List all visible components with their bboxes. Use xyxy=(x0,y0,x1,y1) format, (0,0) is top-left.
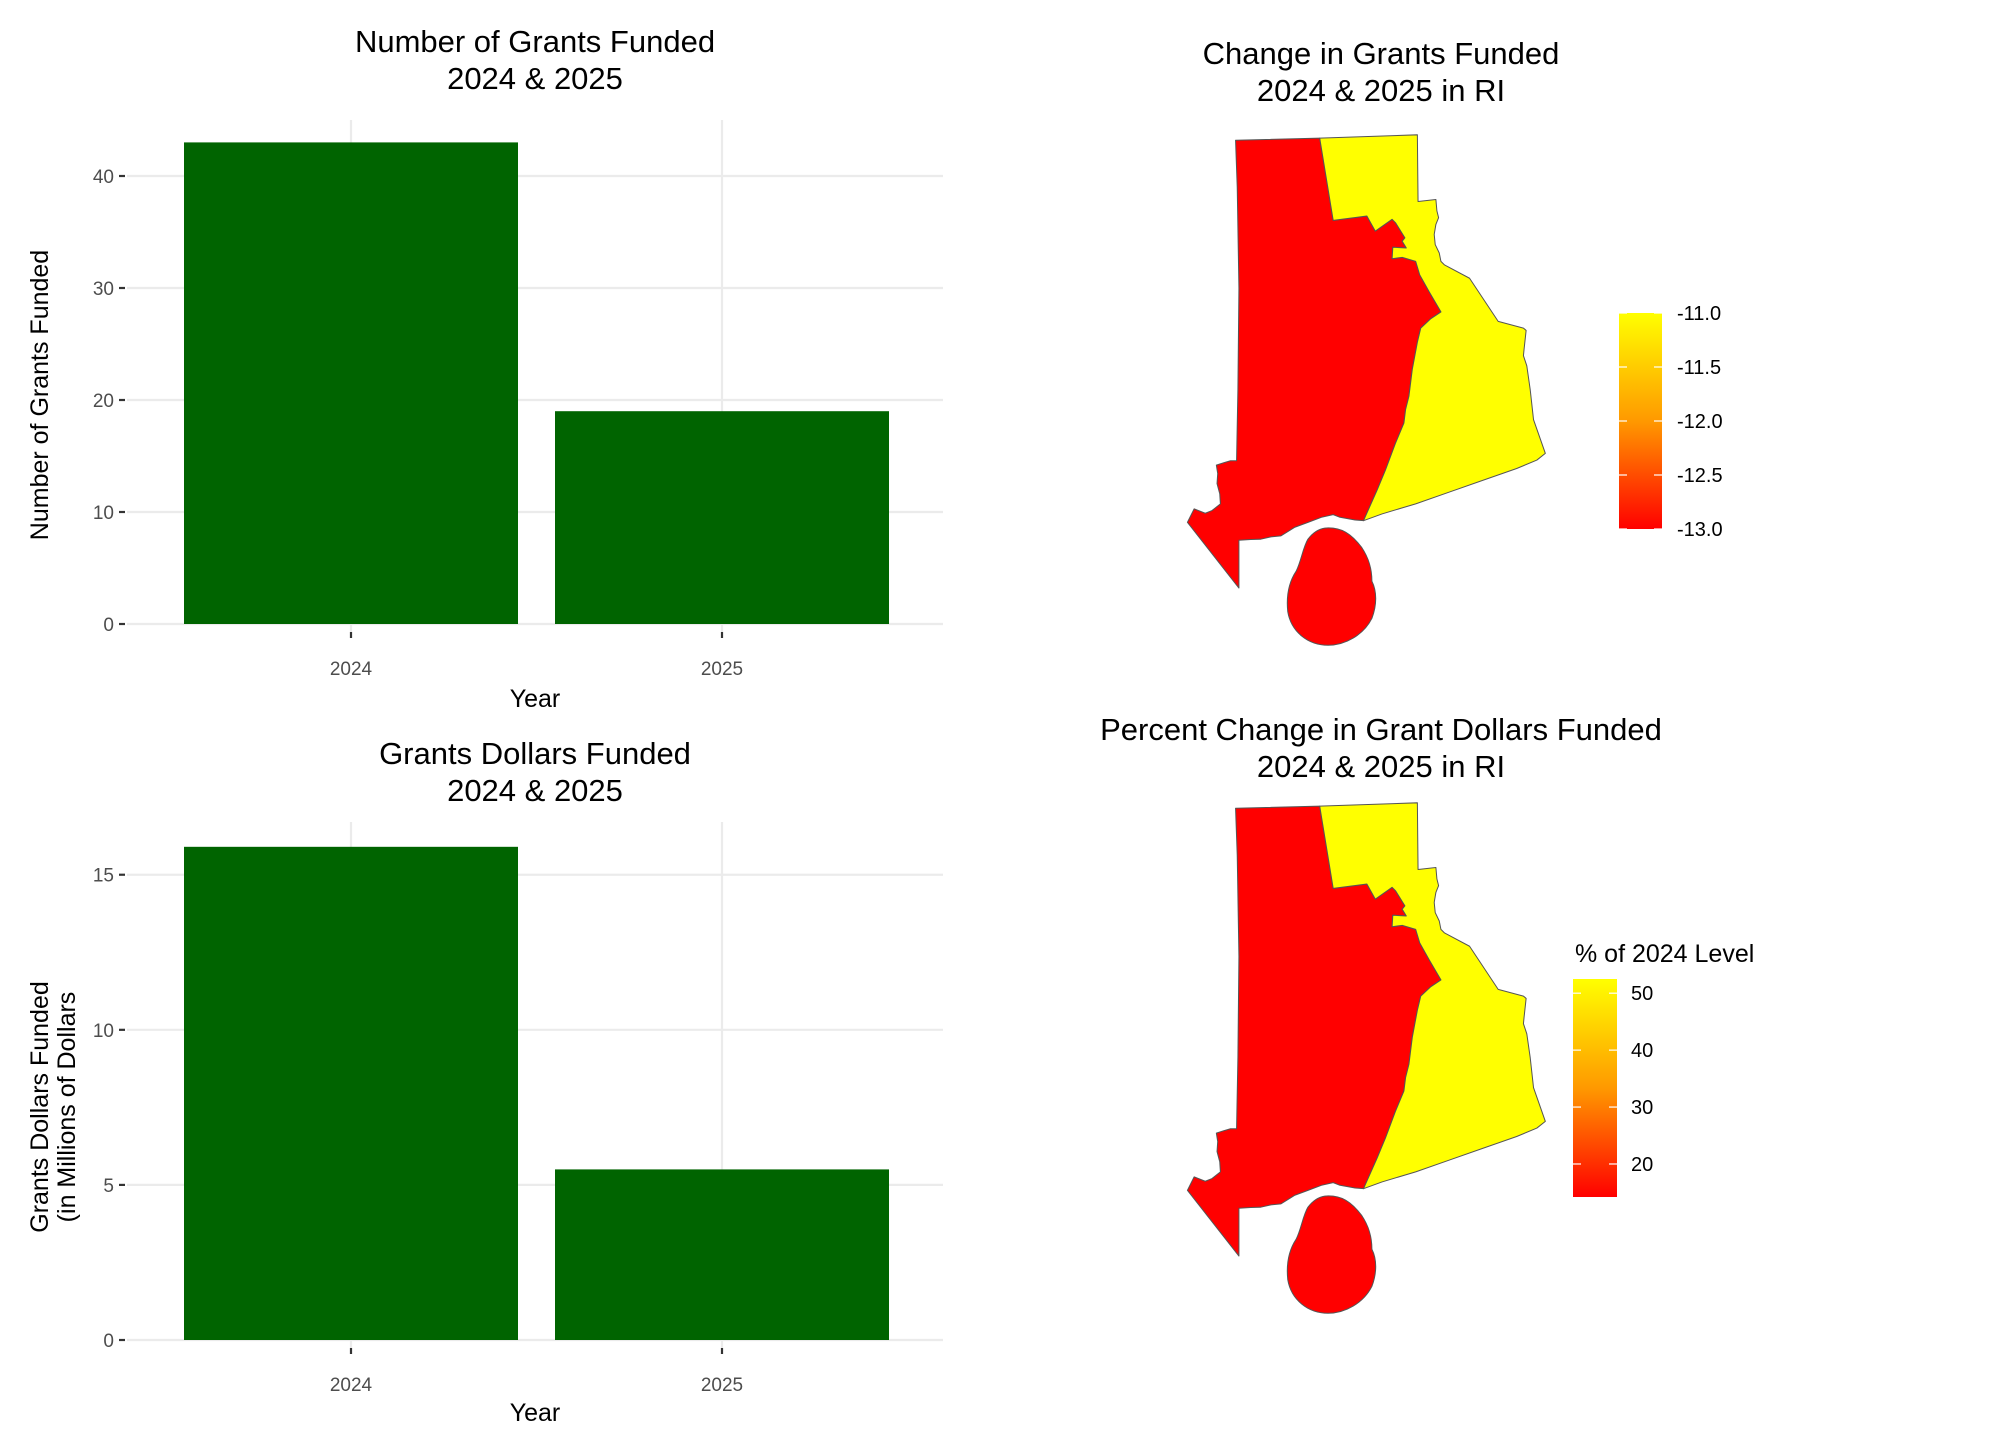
y-tick-label: 30 xyxy=(93,279,114,300)
bar-2024 xyxy=(184,142,518,624)
y-tick-label: 15 xyxy=(93,866,114,887)
x-axis-title: Year xyxy=(510,685,561,713)
legend-title: % of 2024 Level xyxy=(1575,940,1754,968)
colorbar-label: 50 xyxy=(1631,983,1653,1005)
colorbar-label: -11.0 xyxy=(1677,303,1721,325)
x-tick-label: 2025 xyxy=(701,1375,743,1396)
map-region-east xyxy=(1319,802,1546,1190)
y-tick-label: 20 xyxy=(93,391,114,412)
bar-2024 xyxy=(184,846,518,1340)
colorbar-legend: 50 40 30 20 xyxy=(1573,979,1653,1197)
map-title-line2: 2024 & 2025 in RI xyxy=(1257,73,1505,108)
y-tick-label: 0 xyxy=(103,615,114,636)
map-percent-change-dollars: Percent Change in Grant Dollars Funded 2… xyxy=(1100,712,1754,1314)
colorbar-label: -13.0 xyxy=(1677,519,1723,541)
y-axis-title: Number of Grants Funded xyxy=(26,250,54,540)
chart-title-line1: Grants Dollars Funded xyxy=(379,736,691,771)
map-title-line1: Percent Change in Grant Dollars Funded xyxy=(1100,712,1662,747)
y-tick-label: 10 xyxy=(93,503,114,524)
colorbar xyxy=(1573,979,1617,1197)
map-title-line2: 2024 & 2025 in RI xyxy=(1257,749,1505,784)
colorbar-label: 40 xyxy=(1631,1040,1653,1062)
chart-title-line1: Number of Grants Funded xyxy=(355,24,715,59)
chart-title-line2: 2024 & 2025 xyxy=(447,61,623,96)
map-title-line1: Change in Grants Funded xyxy=(1203,36,1560,71)
chart-title-line2: 2024 & 2025 xyxy=(447,773,623,808)
x-axis-title: Year xyxy=(510,1399,561,1427)
y-tick-label: 10 xyxy=(93,1021,114,1042)
x-tick-label: 2025 xyxy=(701,659,743,680)
x-tick-label: 2024 xyxy=(330,1375,373,1396)
y-tick-label: 40 xyxy=(93,167,114,188)
y-axis-title-line2: (in Millions of Dollars xyxy=(53,992,81,1223)
map-region-east xyxy=(1319,134,1546,522)
y-tick-label: 5 xyxy=(103,1176,114,1197)
colorbar-label: -11.5 xyxy=(1677,357,1721,379)
bar-2025 xyxy=(555,411,889,624)
bar-chart-grant-dollars: Grants Dollars Funded 2024 & 2025 0 5 10 15… xyxy=(26,736,943,1427)
map-region-island xyxy=(1286,1195,1377,1314)
bar-chart-number-of-grants: Number of Grants Funded 2024 & 2025 0 10 2… xyxy=(26,24,943,713)
colorbar-label: -12.0 xyxy=(1677,411,1723,433)
colorbar-label: -12.5 xyxy=(1677,465,1723,487)
y-tick-label: 0 xyxy=(103,1331,114,1352)
bar-2025 xyxy=(555,1169,889,1340)
colorbar-label: 20 xyxy=(1631,1154,1653,1176)
map-region-island xyxy=(1286,527,1377,646)
colorbar-label: 30 xyxy=(1631,1097,1653,1119)
colorbar-legend: -11.0 -11.5 -12.0 -12.5 -13.0 xyxy=(1619,303,1723,541)
y-axis-title-line1: Grants Dollars Funded xyxy=(26,981,54,1233)
x-tick-label: 2024 xyxy=(330,659,373,680)
map-change-in-grants: Change in Grants Funded 2024 & 2025 in R… xyxy=(1186,36,1723,646)
